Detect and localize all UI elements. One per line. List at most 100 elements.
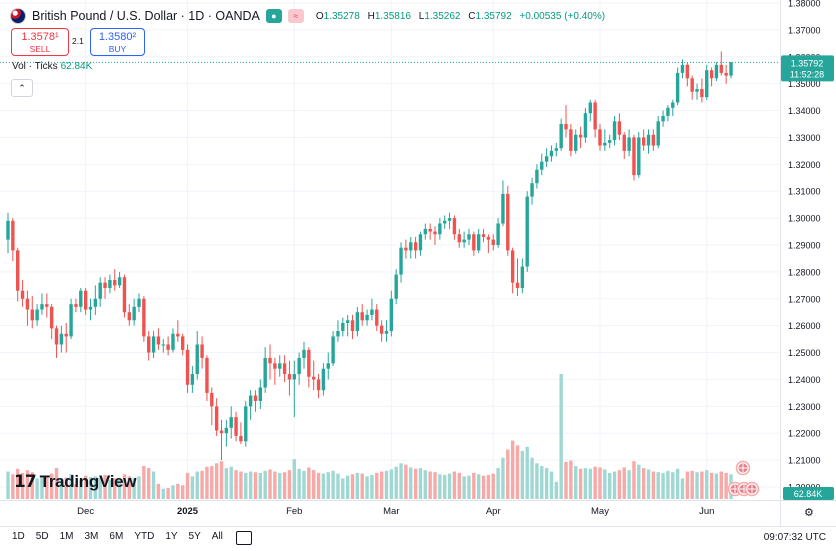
- candle[interactable]: [443, 215, 447, 229]
- candle[interactable]: [622, 132, 626, 159]
- event-flag-icon[interactable]: [744, 481, 760, 497]
- candle[interactable]: [345, 314, 350, 337]
- candle[interactable]: [535, 164, 539, 189]
- candle[interactable]: [520, 258, 525, 294]
- symbol-info-icon[interactable]: ●: [265, 9, 282, 23]
- candle[interactable]: [462, 231, 466, 248]
- candle[interactable]: [25, 290, 30, 326]
- range-5d[interactable]: 5D: [35, 531, 49, 542]
- candle[interactable]: [486, 234, 491, 254]
- candle[interactable]: [6, 212, 10, 254]
- candle[interactable]: [690, 75, 694, 100]
- candle[interactable]: [263, 347, 267, 393]
- candle[interactable]: [171, 328, 175, 353]
- candle[interactable]: [244, 400, 248, 447]
- candle[interactable]: [641, 129, 646, 151]
- candle[interactable]: [292, 360, 296, 418]
- candle[interactable]: [54, 325, 59, 358]
- candle[interactable]: [603, 129, 607, 151]
- candle[interactable]: [418, 231, 423, 256]
- candle[interactable]: [282, 355, 287, 383]
- candle[interactable]: [103, 277, 107, 299]
- candle[interactable]: [564, 105, 568, 138]
- candle[interactable]: [709, 67, 714, 87]
- candle[interactable]: [64, 322, 68, 353]
- candle[interactable]: [253, 390, 258, 412]
- candle[interactable]: [49, 304, 54, 340]
- candle[interactable]: [544, 148, 549, 168]
- candle[interactable]: [675, 67, 680, 106]
- candle[interactable]: [530, 177, 534, 205]
- candle[interactable]: [671, 99, 675, 116]
- candle[interactable]: [287, 360, 292, 396]
- candle[interactable]: [404, 239, 408, 259]
- candle[interactable]: [137, 293, 141, 313]
- candle[interactable]: [239, 422, 243, 444]
- candle[interactable]: [350, 314, 355, 340]
- candle[interactable]: [156, 328, 161, 350]
- candle[interactable]: [185, 344, 190, 393]
- candle[interactable]: [593, 99, 597, 138]
- range-1m[interactable]: 1M: [59, 531, 74, 542]
- candle[interactable]: [316, 374, 321, 399]
- volume-badge[interactable]: [783, 487, 834, 500]
- collapse-legend-button[interactable]: ⌃: [11, 79, 33, 97]
- gear-icon[interactable]: ⚙: [804, 507, 814, 519]
- candle[interactable]: [447, 212, 452, 229]
- candle[interactable]: [549, 145, 554, 162]
- candle[interactable]: [180, 333, 185, 356]
- candle[interactable]: [20, 279, 25, 307]
- candle[interactable]: [472, 231, 476, 256]
- tradingview-logo[interactable]: 17 TradingView: [14, 470, 137, 494]
- candle[interactable]: [16, 247, 20, 302]
- sell-button[interactable]: 1.3578¹ SELL: [11, 28, 69, 56]
- candle[interactable]: [612, 115, 617, 146]
- candle[interactable]: [88, 298, 93, 321]
- candle[interactable]: [491, 234, 495, 251]
- candle[interactable]: [680, 59, 685, 79]
- range-1y[interactable]: 1Y: [165, 531, 178, 542]
- candle[interactable]: [666, 105, 670, 122]
- candle[interactable]: [433, 226, 437, 245]
- candle[interactable]: [467, 228, 471, 245]
- candle[interactable]: [229, 406, 233, 439]
- candle[interactable]: [719, 51, 723, 76]
- candle[interactable]: [607, 134, 612, 149]
- candle[interactable]: [409, 236, 413, 259]
- candle[interactable]: [93, 285, 98, 315]
- candle[interactable]: [651, 129, 656, 151]
- candle[interactable]: [705, 64, 709, 100]
- candle[interactable]: [375, 304, 379, 332]
- candle[interactable]: [297, 352, 301, 385]
- candle[interactable]: [423, 223, 428, 240]
- range-ytd[interactable]: YTD: [134, 531, 155, 542]
- range-5y[interactable]: 5Y: [188, 531, 201, 542]
- candle[interactable]: [122, 274, 127, 318]
- candle[interactable]: [370, 298, 374, 321]
- range-all[interactable]: All: [211, 531, 223, 542]
- candle[interactable]: [190, 366, 195, 393]
- candle[interactable]: [341, 317, 345, 337]
- candle[interactable]: [195, 331, 199, 380]
- candle[interactable]: [35, 304, 39, 326]
- candle[interactable]: [413, 236, 418, 259]
- last-price-badge[interactable]: [781, 55, 834, 82]
- candle[interactable]: [214, 398, 219, 436]
- candle[interactable]: [219, 419, 224, 461]
- candle[interactable]: [142, 296, 146, 342]
- candle[interactable]: [729, 62, 733, 79]
- candle[interactable]: [379, 320, 384, 342]
- candle[interactable]: [30, 296, 34, 329]
- candle[interactable]: [98, 277, 102, 307]
- candle[interactable]: [540, 153, 544, 176]
- candle[interactable]: [510, 247, 515, 294]
- candle[interactable]: [161, 339, 165, 353]
- candle[interactable]: [210, 387, 214, 426]
- candle[interactable]: [326, 352, 330, 380]
- candle[interactable]: [617, 113, 622, 141]
- range-6m[interactable]: 6M: [109, 531, 124, 542]
- candle[interactable]: [355, 306, 360, 337]
- candle[interactable]: [321, 363, 326, 396]
- candle[interactable]: [45, 293, 49, 318]
- candle[interactable]: [661, 110, 665, 127]
